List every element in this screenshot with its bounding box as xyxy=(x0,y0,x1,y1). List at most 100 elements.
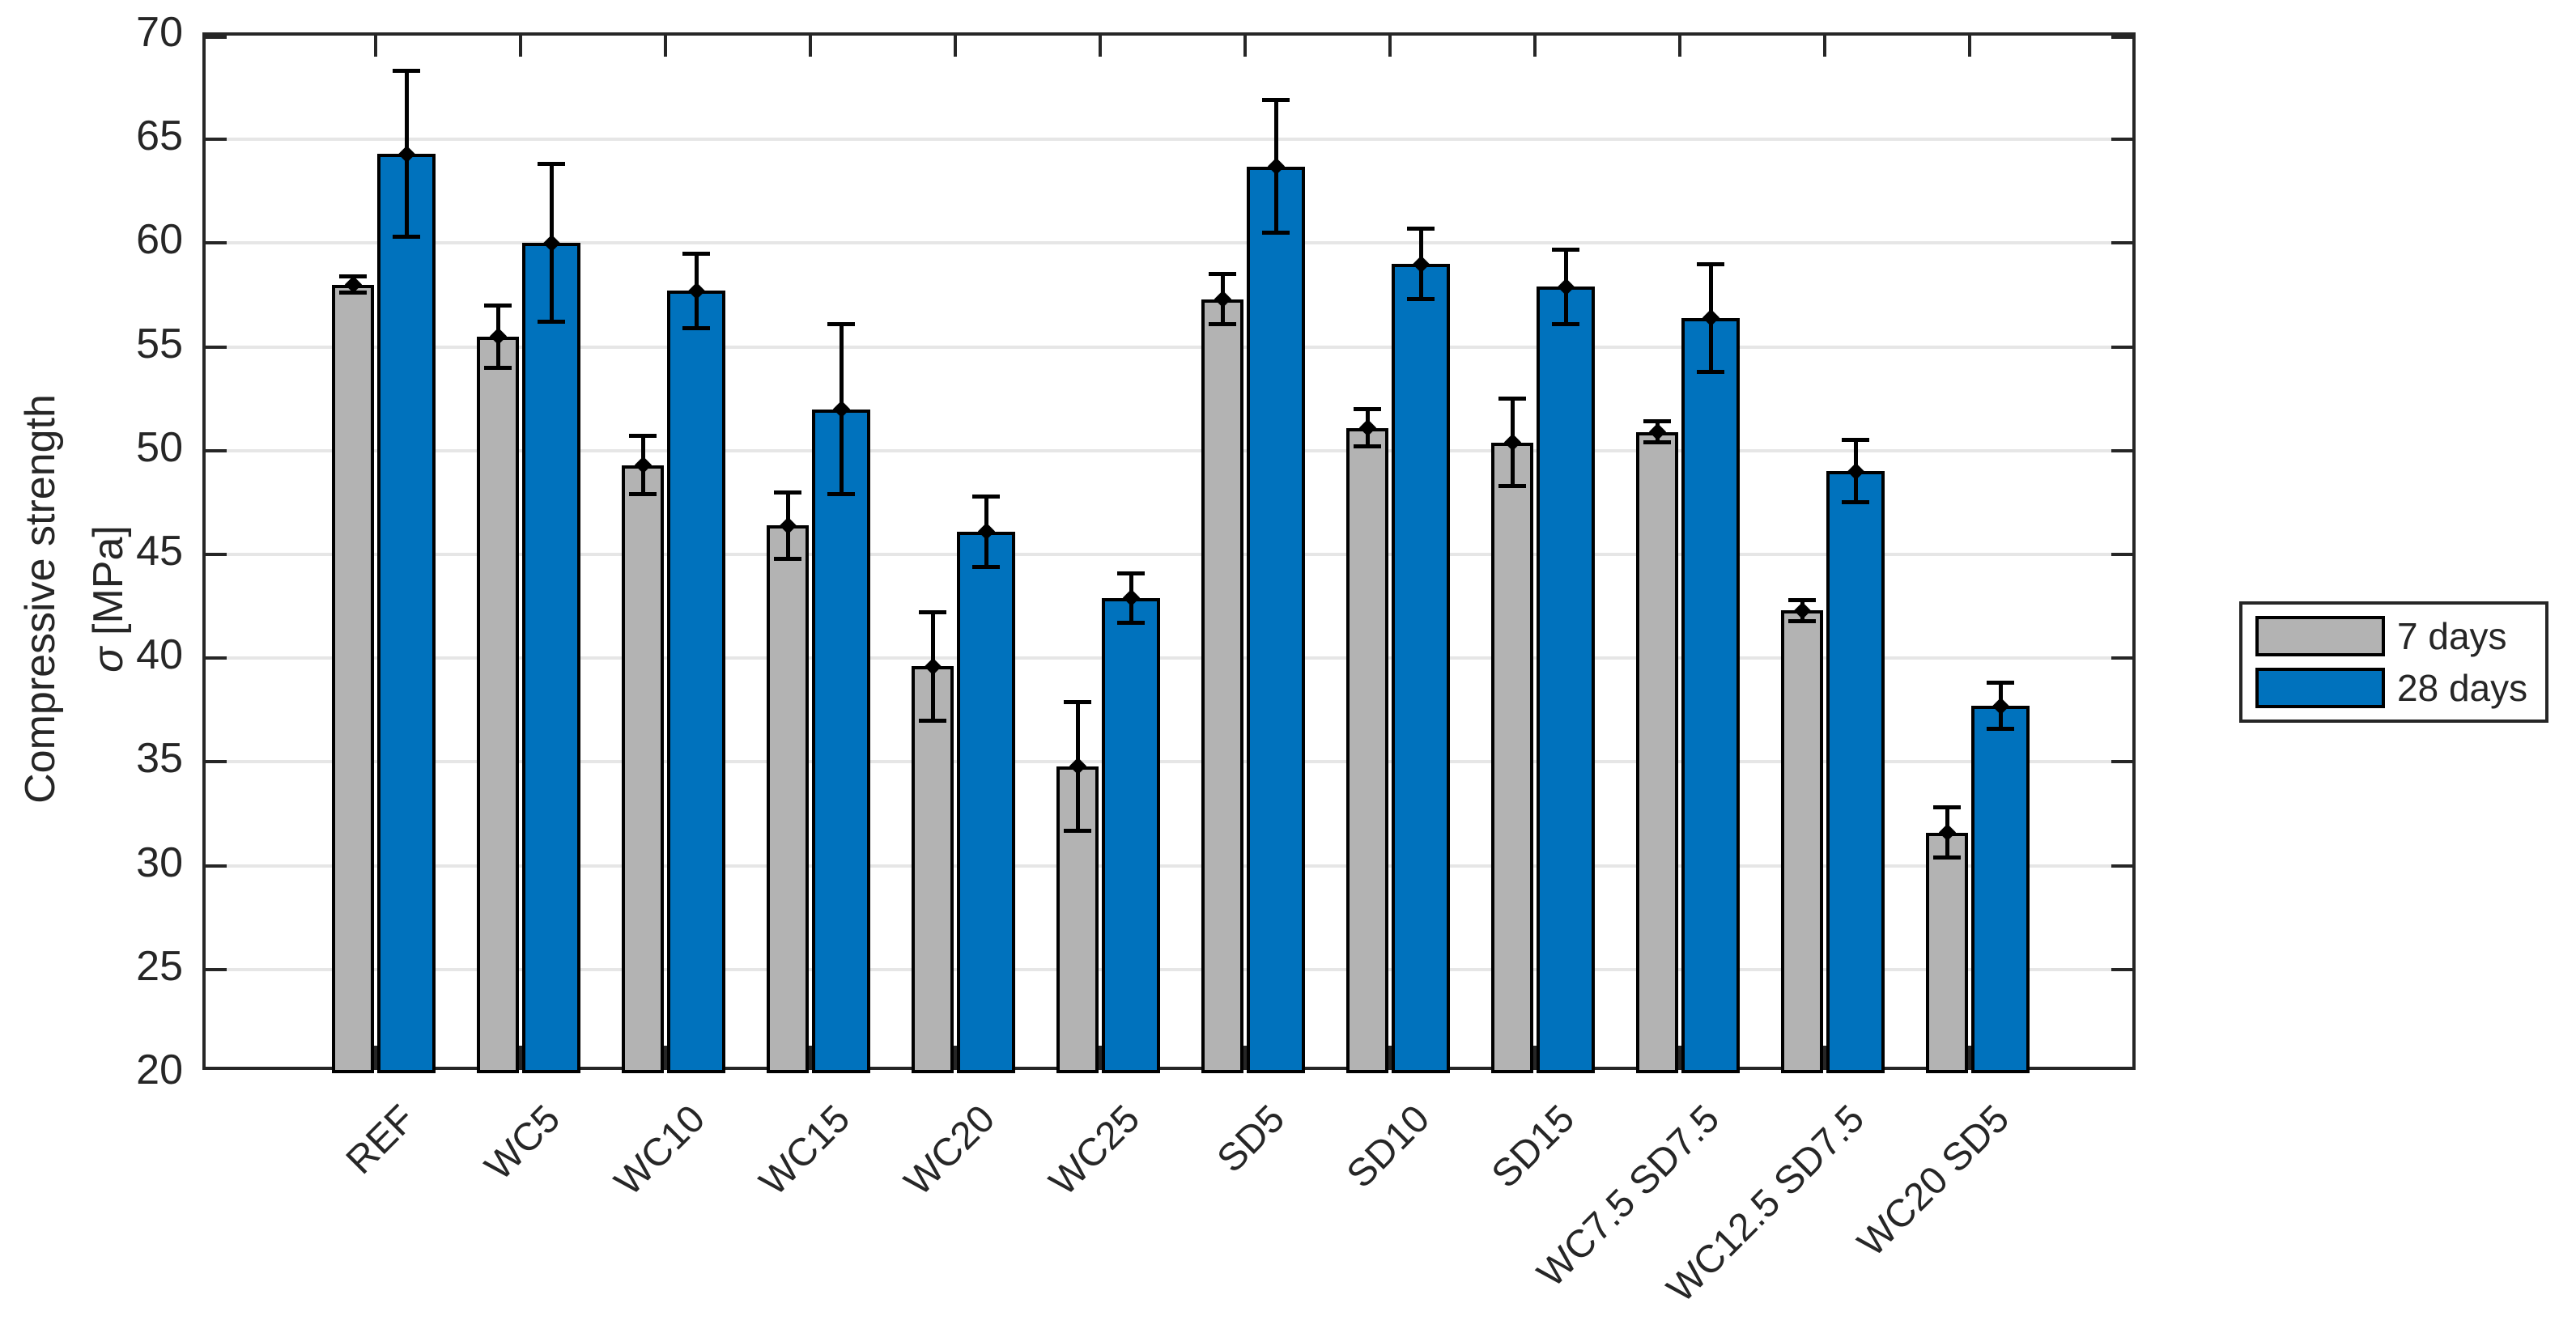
error-bar-cap-bottom xyxy=(1354,444,1381,449)
bar-28-days-WC20 xyxy=(957,531,1015,1073)
y-tick-label-65: 65 xyxy=(136,112,183,160)
x-tick-bottom-11 xyxy=(1968,1046,1971,1067)
error-bar-cap-top xyxy=(393,69,420,74)
bar-7-days-WC12.5-SD7.5 xyxy=(1781,610,1823,1073)
error-bar-cap-top xyxy=(827,321,855,326)
bar-28-days-SD10 xyxy=(1392,264,1450,1073)
error-bar-cap-bottom xyxy=(1552,321,1579,326)
y-tick-right-70 xyxy=(2111,36,2132,39)
y-tick-left-70 xyxy=(206,36,227,39)
bar-7-days-REF xyxy=(332,284,374,1073)
error-bar-cap-top xyxy=(1354,407,1381,412)
x-tick-label-WC10: WC10 xyxy=(606,1097,714,1204)
bar-7-days-SD15 xyxy=(1491,442,1533,1073)
error-bar-cap-bottom xyxy=(538,320,565,325)
y-tick-right-65 xyxy=(2111,138,2132,142)
x-tick-top-5 xyxy=(1099,36,1102,57)
bar-7-days-WC10 xyxy=(622,465,664,1073)
legend-entry-28-days: 28 days xyxy=(2255,668,2545,708)
gridline-45 xyxy=(206,553,2132,556)
bar-28-days-WC12.5-SD7.5 xyxy=(1826,471,1885,1073)
x-tick-top-0 xyxy=(374,36,377,57)
error-bar-cap-top xyxy=(1933,805,1961,810)
error-bar-cap-top xyxy=(1498,397,1526,401)
x-tick-top-11 xyxy=(1968,36,1971,57)
error-bar-cap-top xyxy=(919,610,946,615)
legend-swatch-7-days xyxy=(2255,616,2385,656)
x-tick-bottom-4 xyxy=(954,1046,957,1067)
gridline-50 xyxy=(206,448,2132,452)
x-tick-label-WC5: WC5 xyxy=(477,1097,569,1189)
x-tick-top-3 xyxy=(809,36,812,57)
error-bar-cap-top xyxy=(1788,597,1816,602)
error-bar-cap-bottom xyxy=(827,492,855,497)
y-tick-left-55 xyxy=(206,345,227,349)
gridline-55 xyxy=(206,345,2132,349)
error-bar-cap-top xyxy=(1262,97,1290,102)
bar-28-days-WC25 xyxy=(1102,597,1160,1073)
error-bar-cap-bottom xyxy=(1788,618,1816,623)
y-tick-right-55 xyxy=(2111,345,2132,349)
legend-label-7-days: 7 days xyxy=(2397,615,2507,657)
error-bar-cap-top xyxy=(774,490,801,495)
y-tick-label-20: 20 xyxy=(136,1046,183,1093)
error-bar-cap-top xyxy=(1697,261,1724,266)
y-tick-right-45 xyxy=(2111,553,2132,556)
y-tick-right-20 xyxy=(2111,1067,2132,1070)
gridline-40 xyxy=(206,656,2132,660)
bar-28-days-WC5 xyxy=(522,243,580,1073)
error-bar-cap-bottom xyxy=(972,564,1000,569)
legend-label-28-days: 28 days xyxy=(2397,667,2528,709)
legend: 7 days 28 days xyxy=(2239,601,2548,723)
x-tick-top-4 xyxy=(954,36,957,57)
bar-7-days-SD5 xyxy=(1201,299,1243,1073)
legend-entry-7-days: 7 days xyxy=(2255,616,2545,656)
y-tick-left-45 xyxy=(206,553,227,556)
gridline-65 xyxy=(206,138,2132,142)
bar-28-days-WC20-SD5 xyxy=(1971,706,2030,1073)
y-tick-right-60 xyxy=(2111,241,2132,245)
y-tick-label-30: 30 xyxy=(136,838,183,886)
x-tick-top-7 xyxy=(1388,36,1392,57)
gridline-35 xyxy=(206,760,2132,764)
y-tick-label-50: 50 xyxy=(136,423,183,471)
x-tick-top-6 xyxy=(1243,36,1247,57)
y-tick-label-25: 25 xyxy=(136,942,183,990)
x-tick-top-8 xyxy=(1533,36,1537,57)
plot-area xyxy=(202,32,2136,1073)
error-bar-cap-bottom xyxy=(393,235,420,240)
x-tick-label-WC15: WC15 xyxy=(751,1097,859,1204)
error-bar-cap-bottom xyxy=(1987,726,2014,731)
x-tick-bottom-9 xyxy=(1678,1046,1681,1067)
error-bar-cap-top xyxy=(484,303,512,308)
error-bar-cap-top xyxy=(682,251,710,256)
x-tick-bottom-6 xyxy=(1243,1046,1247,1067)
x-tick-label-WC20-SD5: WC20 SD5 xyxy=(1849,1097,2018,1265)
error-bar-cap-bottom xyxy=(1407,297,1435,302)
error-bar-cap-bottom xyxy=(1697,369,1724,374)
x-tick-bottom-10 xyxy=(1823,1046,1826,1067)
bar-28-days-SD15 xyxy=(1537,287,1595,1073)
y-tick-left-40 xyxy=(206,656,227,660)
y-tick-label-45: 45 xyxy=(136,528,183,575)
error-bar-cap-bottom xyxy=(774,556,801,561)
x-tick-label-WC20: WC20 xyxy=(896,1097,1004,1204)
y-tick-label-60: 60 xyxy=(136,216,183,264)
bar-28-days-SD5 xyxy=(1247,166,1305,1073)
bar-7-days-WC20 xyxy=(912,666,954,1073)
x-tick-bottom-3 xyxy=(809,1046,812,1067)
bar-28-days-WC7.5-SD7.5 xyxy=(1681,317,1740,1073)
gridline-25 xyxy=(206,967,2132,971)
error-bar-cap-top xyxy=(1117,571,1145,575)
bar-28-days-WC15 xyxy=(812,409,870,1073)
y-tick-left-25 xyxy=(206,967,227,971)
bar-28-days-WC10 xyxy=(667,291,725,1073)
gridline-30 xyxy=(206,864,2132,868)
y-tick-left-65 xyxy=(206,138,227,142)
y-tick-left-30 xyxy=(206,864,227,868)
error-bar-cap-top xyxy=(1643,419,1671,424)
error-bar-cap-bottom xyxy=(1117,621,1145,626)
bar-7-days-WC7.5-SD7.5 xyxy=(1636,431,1678,1073)
x-tick-top-9 xyxy=(1678,36,1681,57)
y-tick-right-25 xyxy=(2111,967,2132,971)
